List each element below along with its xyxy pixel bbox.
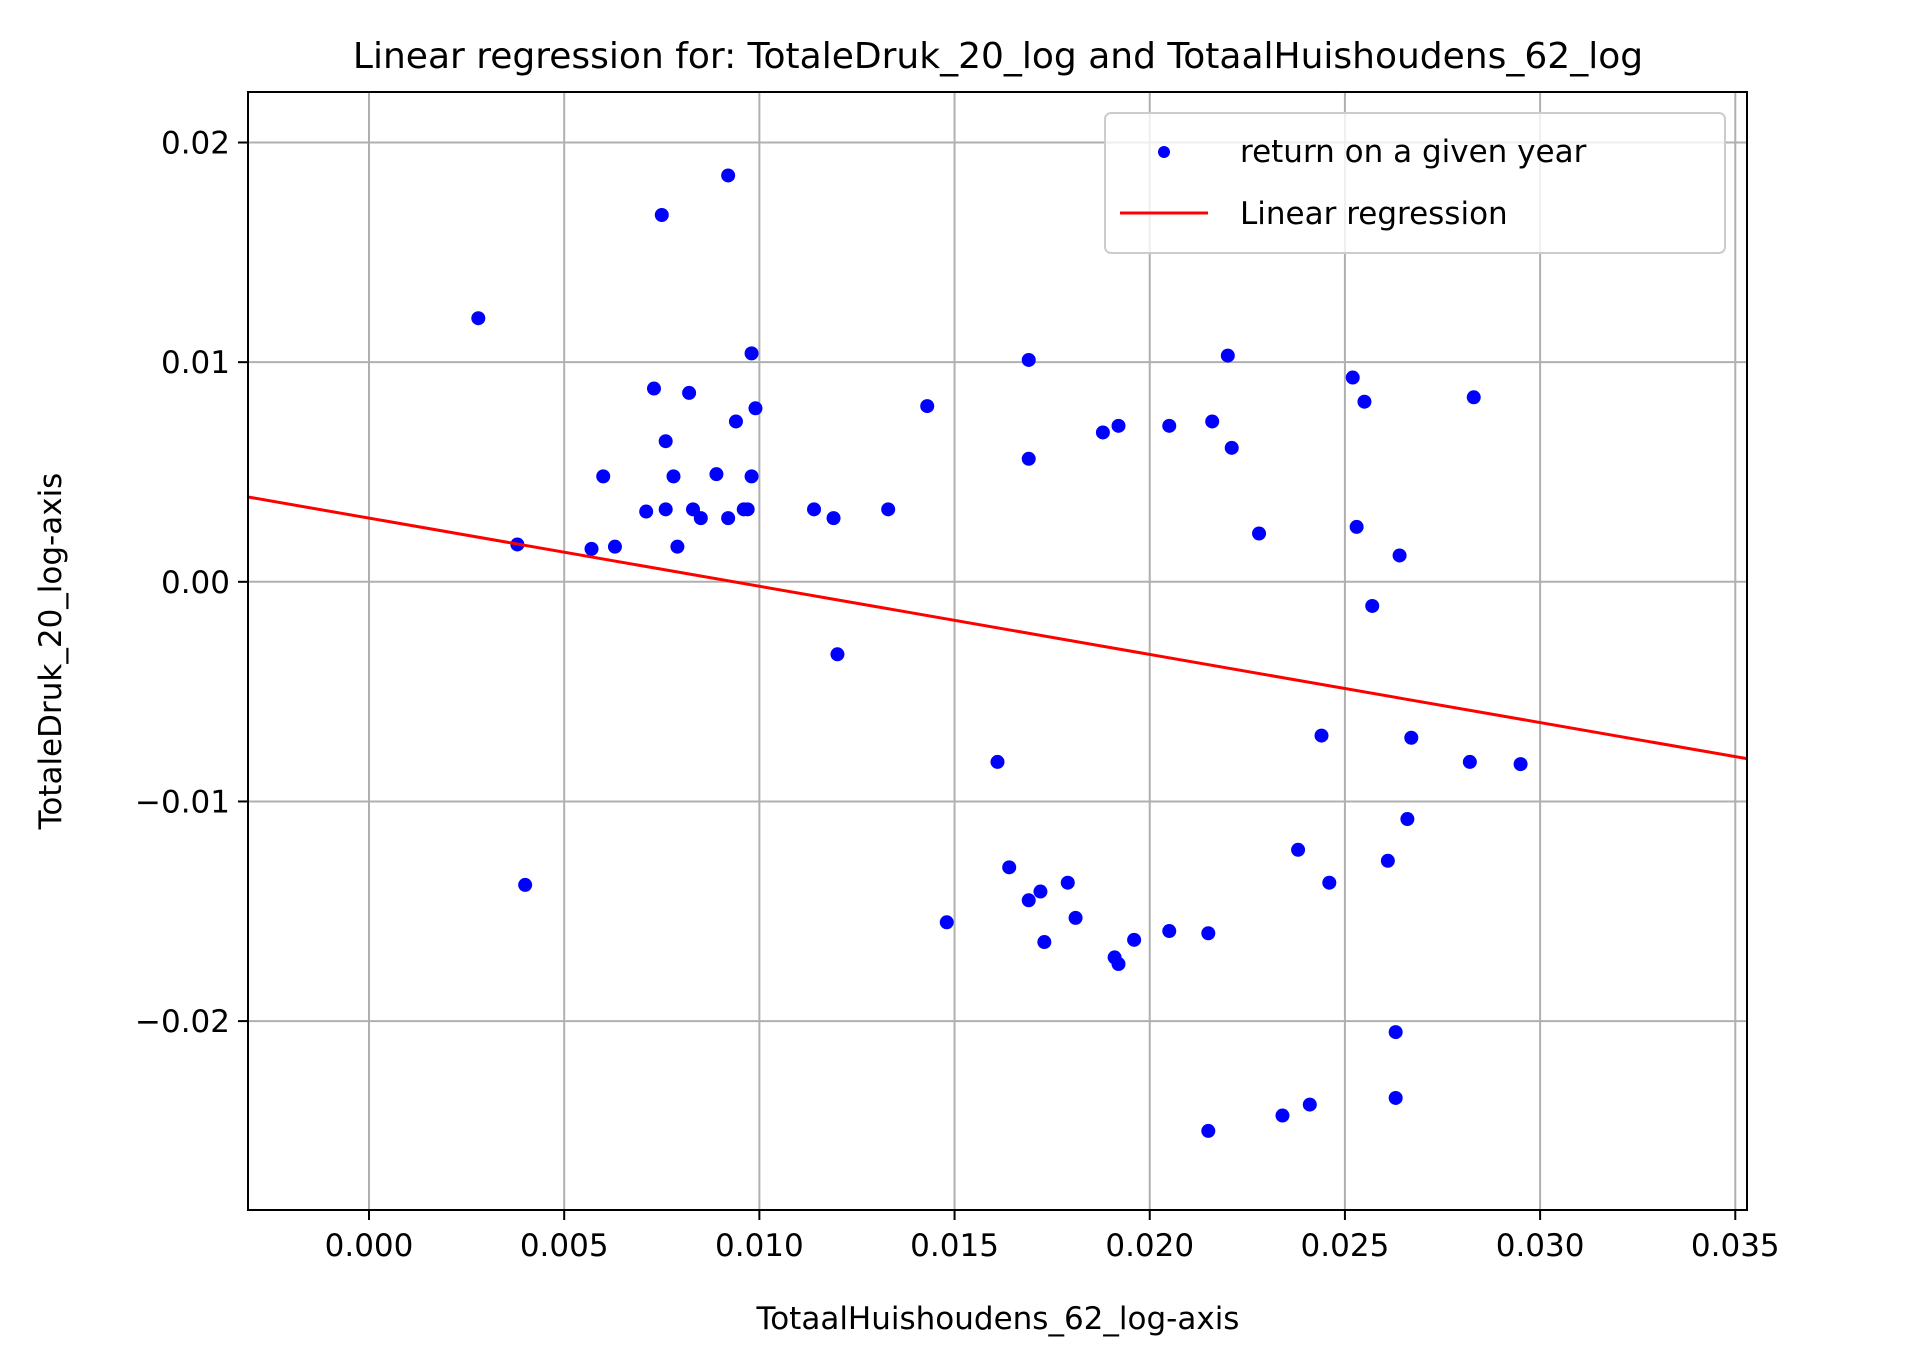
x-tick-label: 0.025 <box>1301 1228 1390 1264</box>
data-point <box>1021 451 1036 466</box>
data-point <box>1404 730 1419 745</box>
y-axis-ticks: 0.02 0.01 0.00 −0.01 −0.02 <box>135 126 248 1040</box>
data-point <box>646 381 661 396</box>
x-tick-label: 0.020 <box>1105 1228 1194 1264</box>
scatter-series <box>471 168 1528 1138</box>
x-tick-label: 0.010 <box>715 1228 804 1264</box>
data-point <box>1068 910 1083 925</box>
y-tick-label: −0.02 <box>135 1004 230 1040</box>
data-point <box>693 511 708 526</box>
data-point <box>1365 598 1380 613</box>
data-point <box>682 385 697 400</box>
data-point <box>1111 956 1126 971</box>
data-point <box>920 399 935 414</box>
data-point <box>1021 893 1036 908</box>
data-point <box>584 541 599 556</box>
y-axis-label: TotaleDruk_20_log-axis <box>33 473 69 831</box>
data-point <box>1220 348 1235 363</box>
data-point <box>709 467 724 482</box>
data-point <box>1205 414 1220 429</box>
data-point <box>1513 757 1528 772</box>
data-point <box>728 414 743 429</box>
data-point <box>830 647 845 662</box>
y-tick-label: 0.02 <box>161 126 230 162</box>
data-point <box>1462 754 1477 769</box>
x-tick-label: 0.030 <box>1496 1228 1585 1264</box>
plot-area <box>248 168 1747 1138</box>
data-point <box>1314 728 1329 743</box>
data-point <box>1357 394 1372 409</box>
data-point <box>1275 1108 1290 1123</box>
data-point <box>1037 935 1052 950</box>
data-point <box>1380 853 1395 868</box>
legend: return on a given year Linear regression <box>1104 112 1726 254</box>
x-tick-label: 0.015 <box>910 1228 999 1264</box>
data-point <box>744 346 759 361</box>
data-point <box>1252 526 1267 541</box>
data-point <box>1400 812 1415 827</box>
legend-label-line: Linear regression <box>1240 196 1508 232</box>
data-point <box>744 469 759 484</box>
data-point <box>1162 924 1177 939</box>
data-point <box>807 502 822 517</box>
data-point <box>1224 440 1239 455</box>
data-point <box>1392 548 1407 563</box>
data-point <box>1033 884 1048 899</box>
data-point <box>1095 425 1110 440</box>
data-point <box>1201 1123 1216 1138</box>
data-point <box>518 877 533 892</box>
data-point <box>826 511 841 526</box>
data-point <box>1201 926 1216 941</box>
legend-box <box>1104 112 1726 254</box>
data-point <box>607 539 622 554</box>
data-point <box>1002 860 1017 875</box>
data-point <box>1111 418 1126 433</box>
data-point <box>1466 390 1481 405</box>
data-point <box>639 504 654 519</box>
data-point <box>596 469 611 484</box>
data-point <box>721 511 736 526</box>
data-point <box>1060 875 1075 890</box>
data-point <box>740 502 755 517</box>
legend-label-scatter: return on a given year <box>1240 134 1587 170</box>
x-tick-label: 0.000 <box>325 1228 414 1264</box>
data-point <box>1345 370 1360 385</box>
x-axis-ticks: 0.000 0.005 0.010 0.015 0.020 0.025 0.030 0.035 <box>325 1210 1780 1264</box>
data-point <box>1127 932 1142 947</box>
y-tick-label: 0.00 <box>161 565 230 601</box>
data-point <box>1388 1090 1403 1105</box>
data-point <box>1291 842 1306 857</box>
y-tick-label: −0.01 <box>135 784 230 820</box>
x-tick-label: 0.035 <box>1691 1228 1780 1264</box>
grid <box>248 92 1747 1210</box>
y-tick-label: 0.01 <box>161 345 230 381</box>
x-tick-label: 0.005 <box>520 1228 609 1264</box>
data-point <box>748 401 763 416</box>
data-point <box>1388 1025 1403 1040</box>
data-point <box>471 311 486 326</box>
data-point <box>670 539 685 554</box>
data-point <box>881 502 896 517</box>
data-point <box>721 168 736 183</box>
data-point <box>654 208 669 223</box>
data-point <box>1302 1097 1317 1112</box>
data-point <box>1162 418 1177 433</box>
data-point <box>658 502 673 517</box>
data-point <box>939 915 954 930</box>
legend-marker-scatter <box>1158 146 1170 158</box>
data-point <box>990 754 1005 769</box>
chart-title: Linear regression for: TotaleDruk_20_log… <box>353 36 1643 77</box>
data-point <box>1021 352 1036 367</box>
plot-frame <box>247 91 1748 1211</box>
data-point <box>658 434 673 449</box>
x-axis-label: TotaalHuishoudens_62_log-axis <box>756 1301 1240 1337</box>
data-point <box>1349 519 1364 534</box>
regression-line <box>248 495 1747 761</box>
data-point <box>1322 875 1337 890</box>
data-point <box>666 469 681 484</box>
